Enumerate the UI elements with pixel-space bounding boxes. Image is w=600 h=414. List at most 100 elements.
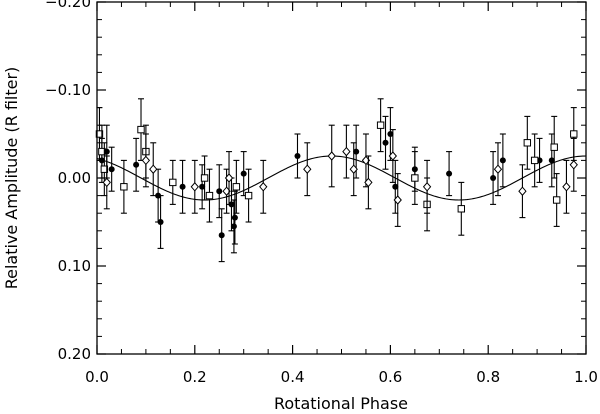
- circle-marker: [387, 131, 394, 137]
- data-point: [179, 159, 186, 214]
- circle-marker: [294, 153, 301, 159]
- x-tick-label: 0.4: [281, 368, 305, 386]
- diamond-marker: [562, 182, 571, 192]
- data-point: [259, 159, 268, 214]
- data-point: [244, 168, 253, 223]
- data-point: [446, 151, 453, 197]
- diamond-marker: [327, 151, 336, 161]
- circle-marker: [240, 170, 247, 177]
- square-marker: [137, 125, 145, 134]
- circle-marker: [133, 161, 140, 168]
- data-point: [422, 159, 432, 214]
- circle-marker: [490, 175, 497, 181]
- circle-marker: [446, 170, 453, 177]
- diamond-marker: [102, 177, 111, 188]
- square-marker: [376, 121, 385, 129]
- data-point: [364, 155, 373, 210]
- circle-marker: [548, 157, 555, 164]
- circle-marker: [231, 214, 238, 221]
- data-point: [303, 142, 312, 197]
- circle-marker: [392, 183, 399, 190]
- diamond-marker: [493, 164, 503, 174]
- plot-frame: [96, 1, 587, 355]
- circle-marker: [108, 166, 115, 173]
- y-tick-label: 0.10: [58, 257, 91, 275]
- circle-marker: [218, 232, 225, 239]
- square-marker: [550, 143, 558, 151]
- data-point: [523, 115, 532, 170]
- square-marker: [244, 191, 253, 200]
- diamond-marker: [141, 155, 151, 166]
- diamond-marker: [259, 182, 268, 192]
- diamond-marker: [422, 182, 432, 192]
- circle-marker: [230, 223, 237, 230]
- square-marker: [100, 165, 109, 173]
- x-tick-label: 0.2: [183, 368, 207, 386]
- data-point: [342, 124, 351, 179]
- data-point: [169, 159, 177, 205]
- circle-marker: [382, 139, 389, 146]
- diamond-marker: [342, 146, 351, 157]
- diamond-marker: [518, 186, 527, 196]
- data-point: [499, 133, 506, 188]
- data-point: [493, 142, 503, 197]
- square-marker: [530, 156, 539, 165]
- data-point: [569, 137, 578, 192]
- circle-marker: [353, 148, 360, 155]
- square-marker: [411, 174, 419, 182]
- data-point: [205, 168, 214, 223]
- circle-marker: [179, 183, 186, 190]
- data-point: [393, 173, 402, 227]
- diamond-marker: [393, 195, 402, 205]
- circle-marker: [216, 188, 223, 195]
- x-tick-label: 0.0: [85, 368, 109, 386]
- data-point: [232, 159, 241, 214]
- square-marker: [552, 196, 561, 204]
- square-marker: [232, 183, 241, 191]
- x-tick-label: 0.8: [476, 368, 500, 386]
- data-point: [382, 115, 389, 170]
- x-tick-label: 0.6: [378, 368, 402, 386]
- x-tick-label: 1.0: [574, 368, 598, 386]
- diamond-marker: [303, 164, 312, 174]
- circle-marker: [499, 157, 506, 164]
- square-marker: [570, 130, 578, 138]
- data-point: [102, 155, 111, 210]
- diamond-marker: [149, 164, 158, 174]
- diamond-marker: [364, 177, 373, 188]
- axis-ticks: [96, 1, 587, 355]
- data-point: [388, 129, 398, 183]
- data-point: [349, 142, 358, 197]
- data-point: [490, 151, 497, 205]
- diamond-marker: [224, 173, 234, 183]
- square-marker: [120, 183, 128, 191]
- fit-curve-layer: [96, 155, 587, 201]
- circle-marker: [199, 183, 206, 190]
- square-marker: [98, 147, 106, 156]
- data-point: [376, 98, 385, 153]
- data-point: [149, 142, 158, 197]
- data-point: [327, 124, 336, 188]
- circle-marker: [157, 219, 164, 225]
- y-tick-label: 0.20: [58, 345, 91, 363]
- diamond-marker: [190, 182, 199, 192]
- data-point: [137, 98, 145, 161]
- data-point: [120, 159, 128, 214]
- data-point: [562, 159, 571, 214]
- square-marker: [200, 174, 209, 182]
- y-tick-label: −0.10: [45, 81, 91, 99]
- data-point: [218, 208, 225, 263]
- square-marker: [457, 205, 466, 213]
- data-point: [108, 146, 115, 192]
- square-marker: [95, 130, 104, 138]
- diamond-marker: [569, 160, 578, 170]
- data-point: [157, 195, 164, 249]
- data-point: [411, 151, 419, 205]
- y-tick-label: −0.20: [45, 0, 91, 11]
- x-axis-label: Rotational Phase: [274, 394, 408, 413]
- data-point: [133, 137, 140, 192]
- tick-labels: 0.0 0.2 0.4 0.6 0.8 1.0 −0.20 −0.10 0.00 0.10 0.20: [45, 0, 598, 386]
- data-point: [457, 181, 466, 236]
- data-points-layer: [95, 98, 578, 263]
